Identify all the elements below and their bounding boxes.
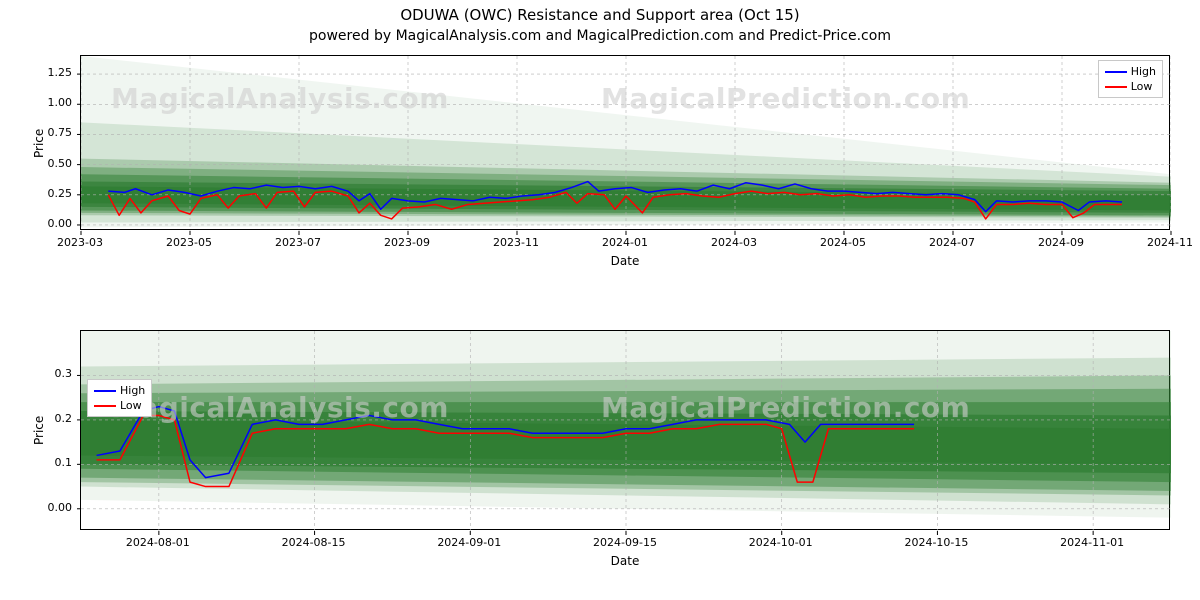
- xtick-label: 2023-09: [384, 236, 430, 249]
- legend-label-low-b: Low: [120, 398, 142, 413]
- legend-item-high-b: High: [94, 383, 145, 398]
- figure: ODUWA (OWC) Resistance and Support area …: [0, 0, 1200, 600]
- xtick-label: 2023-05: [166, 236, 212, 249]
- ytick-label: 0.75: [48, 126, 73, 139]
- xtick-label: 2024-10-01: [749, 536, 813, 549]
- ytick-label: 0.2: [55, 412, 73, 425]
- bottom-legend: High Low: [87, 379, 152, 417]
- top-ylabel: Price: [32, 128, 46, 157]
- legend-item-high: High: [1105, 64, 1156, 79]
- legend-label-high: High: [1131, 64, 1156, 79]
- legend-swatch-low: [1105, 86, 1127, 88]
- xtick-label: 2024-09-01: [437, 536, 501, 549]
- xtick-label: 2024-10-15: [904, 536, 968, 549]
- xtick-label: 2023-07: [275, 236, 321, 249]
- ytick-label: 0.25: [48, 187, 73, 200]
- ytick-label: 0.00: [48, 217, 73, 230]
- xtick-label: 2024-11: [1147, 236, 1193, 249]
- xtick-label: 2023-03: [57, 236, 103, 249]
- chart-subtitle: powered by MagicalAnalysis.com and Magic…: [0, 28, 1200, 44]
- ytick-label: 0.3: [55, 367, 73, 380]
- legend-swatch-high-b: [94, 390, 116, 392]
- legend-label-low: Low: [1131, 79, 1153, 94]
- legend-item-low-b: Low: [94, 398, 145, 413]
- xtick-label: 2024-09-15: [593, 536, 657, 549]
- top-legend: High Low: [1098, 60, 1163, 98]
- bottom-chart-svg: [81, 331, 1171, 531]
- legend-swatch-low-b: [94, 405, 116, 407]
- xtick-label: 2023-11: [493, 236, 539, 249]
- legend-label-high-b: High: [120, 383, 145, 398]
- xtick-label: 2024-05: [820, 236, 866, 249]
- xtick-label: 2024-07: [929, 236, 975, 249]
- ytick-label: 0.00: [48, 501, 73, 514]
- ytick-label: 0.50: [48, 157, 73, 170]
- top-xlabel: Date: [80, 254, 1170, 268]
- bottom-ylabel: Price: [32, 416, 46, 445]
- xtick-label: 2024-01: [602, 236, 648, 249]
- xtick-label: 2024-03: [711, 236, 757, 249]
- top-chart-panel: MagicalAnalysis.com MagicalPrediction.co…: [80, 55, 1170, 230]
- xtick-label: 2024-08-15: [282, 536, 346, 549]
- legend-swatch-high: [1105, 71, 1127, 73]
- ytick-label: 1.25: [48, 66, 73, 79]
- top-chart-svg: [81, 56, 1171, 231]
- ytick-label: 0.1: [55, 456, 73, 469]
- xtick-label: 2024-11-01: [1060, 536, 1124, 549]
- ytick-label: 1.00: [48, 96, 73, 109]
- chart-title: ODUWA (OWC) Resistance and Support area …: [0, 6, 1200, 24]
- legend-item-low: Low: [1105, 79, 1156, 94]
- bottom-chart-panel: MagicalAnalysis.com MagicalPrediction.co…: [80, 330, 1170, 530]
- xtick-label: 2024-08-01: [126, 536, 190, 549]
- xtick-label: 2024-09: [1038, 236, 1084, 249]
- bottom-xlabel: Date: [80, 554, 1170, 568]
